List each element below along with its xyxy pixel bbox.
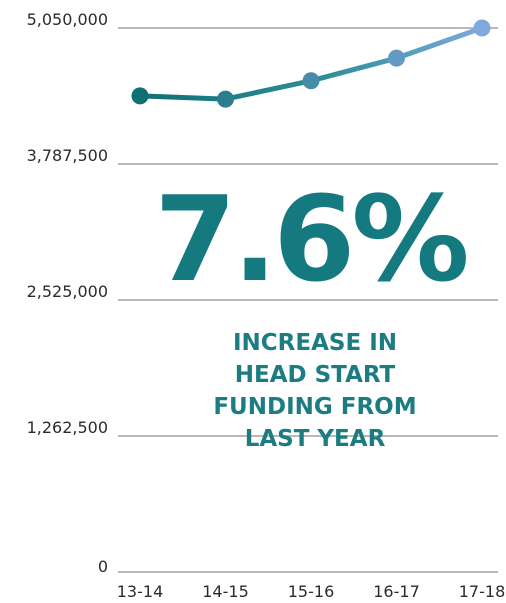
y-tick-label: 2,525,000 (27, 282, 108, 301)
x-tick-label: 15-16 (288, 582, 335, 601)
x-tick-label: 14-15 (202, 582, 249, 601)
data-point (473, 19, 491, 37)
x-tick-label: 13-14 (117, 582, 164, 601)
increase-caption: INCREASE IN HEAD START FUNDING FROM LAST… (170, 327, 460, 455)
funding-series (131, 19, 491, 108)
y-tick-label: 1,262,500 (27, 418, 108, 437)
gridlines (118, 27, 498, 573)
x-tick-label: 16-17 (373, 582, 420, 601)
caption-line-4: LAST YEAR (244, 426, 386, 452)
y-tick-label: 0 (98, 557, 108, 576)
data-point (388, 49, 405, 67)
x-axis-tick-labels: 13-14 14-15 15-16 16-17 17-18 (117, 582, 506, 601)
data-point (131, 87, 149, 105)
y-tick-label: 5,050,000 (27, 10, 108, 29)
data-point (302, 72, 320, 90)
caption-line-3: FUNDING FROM (213, 394, 417, 420)
data-point (217, 90, 234, 108)
x-tick-label: 17-18 (459, 582, 506, 601)
increase-percent: 7.6% (154, 170, 469, 308)
caption-line-2: HEAD START (234, 362, 396, 388)
y-axis-tick-labels: 0 1,262,500 2,525,000 3,787,500 5,050,000 (27, 10, 108, 576)
y-tick-label: 3,787,500 (27, 146, 108, 165)
caption-line-1: INCREASE IN (233, 330, 397, 356)
